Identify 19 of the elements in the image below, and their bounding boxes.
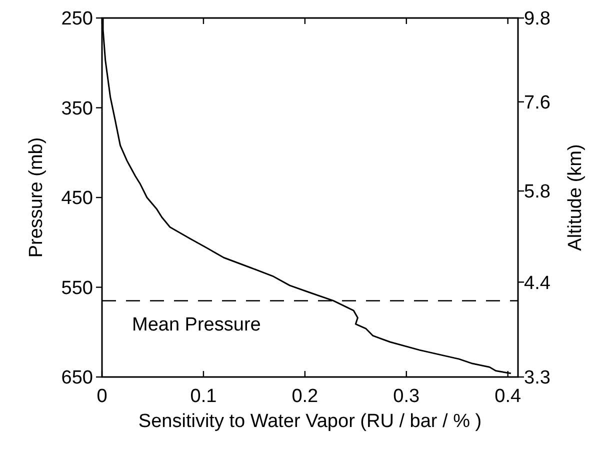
y2-axis-title: Altitude (km) [565, 144, 586, 251]
y-tick-label: 350 [61, 98, 93, 120]
ref-line-label: Mean Pressure [132, 314, 261, 336]
y-tick-label: 250 [61, 8, 93, 30]
x-tick-label: 0 [96, 386, 108, 407]
y2-tick-label: 3.3 [524, 368, 550, 389]
y2-tick-label: 9.8 [524, 8, 550, 30]
x-tick-label: 0.4 [494, 386, 522, 407]
y-axis-title: Pressure (mb) [26, 137, 47, 258]
x-axis-title: Sensitivity to Water Vapor (RU / bar / % ) [138, 411, 482, 432]
y2-tick-label: 7.6 [524, 92, 550, 114]
y-tick-label: 450 [61, 188, 93, 210]
y-tick-label: 650 [61, 368, 93, 389]
y2-tick-label: 4.4 [524, 272, 551, 294]
y-tick-label: 550 [61, 278, 93, 299]
x-tick-label: 0.3 [393, 386, 420, 407]
x-tick-label: 0.1 [190, 386, 217, 407]
x-tick-label: 0.2 [292, 386, 318, 407]
y2-tick-label: 5.8 [524, 182, 550, 203]
